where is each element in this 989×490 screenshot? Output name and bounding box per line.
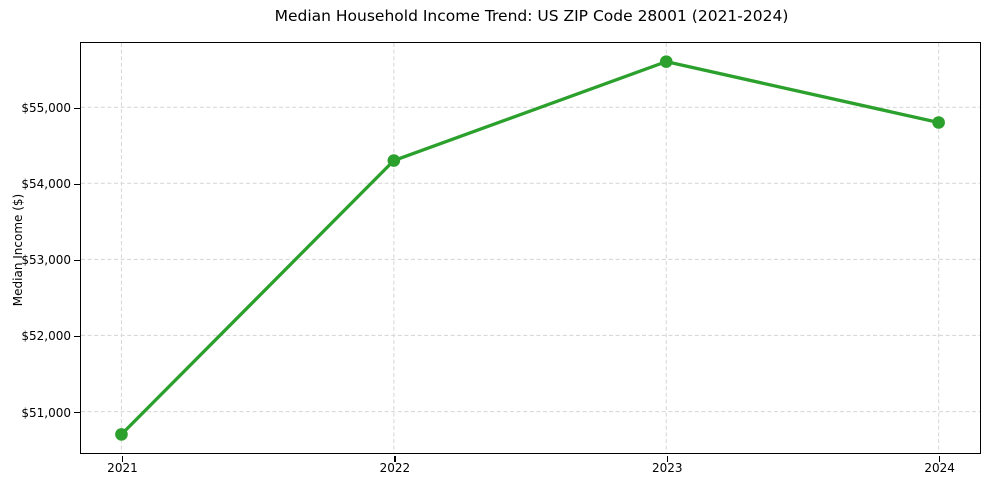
x-tick-mark (666, 455, 668, 462)
y-tick-label: $55,000 (21, 101, 71, 116)
data-point-2021 (115, 428, 129, 442)
x-tick-mark (938, 455, 941, 462)
y-tick-mark (74, 107, 81, 109)
data-point-2024 (932, 116, 946, 130)
y-tick-label: $53,000 (21, 253, 71, 268)
line-chart (81, 43, 981, 454)
x-tick-label: 2024 (924, 461, 955, 475)
y-tick-mark (74, 411, 81, 414)
y-tick-mark (74, 183, 81, 186)
y-tick-mark (74, 335, 81, 338)
y-tick-label: $51,000 (21, 405, 71, 420)
chart-title: Median Household Income Trend: US ZIP Co… (274, 7, 789, 25)
y-tick-mark (74, 259, 81, 262)
x-tick-mark (394, 455, 396, 462)
y-axis-label: Median Income ($) (11, 193, 25, 307)
data-point-2022 (387, 154, 401, 168)
x-tick-label: 2021 (107, 461, 138, 475)
x-tick-label: 2023 (651, 461, 683, 475)
plot-area (80, 42, 982, 455)
x-tick-label: 2022 (379, 461, 411, 475)
x-tick-mark (121, 455, 124, 462)
data-line (120, 60, 941, 437)
y-tick-label: $54,000 (21, 177, 71, 192)
y-tick-label: $52,000 (21, 329, 71, 344)
data-point-2023 (660, 55, 673, 69)
